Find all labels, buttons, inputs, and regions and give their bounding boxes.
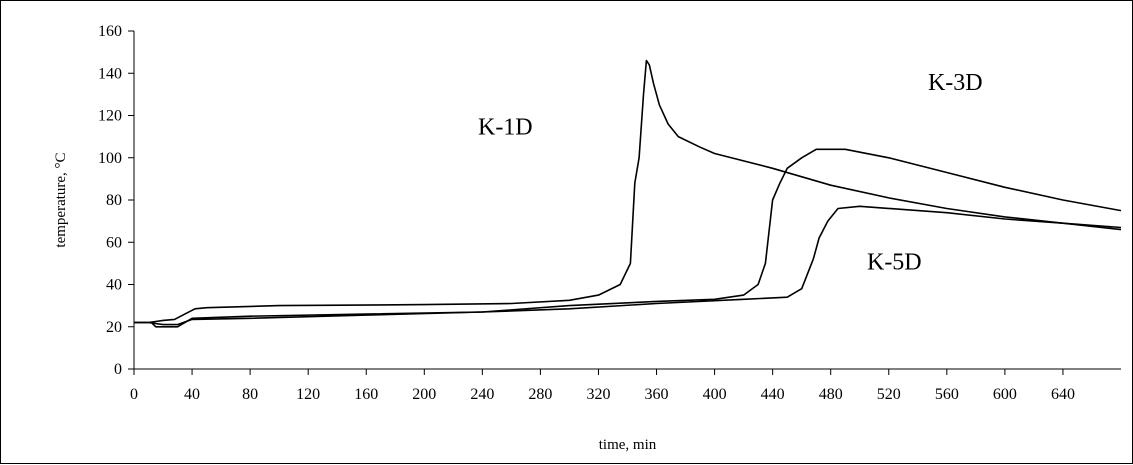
x-tick-label: 480	[819, 386, 843, 403]
series-line-k-1d	[134, 59, 1122, 324]
x-tick-label: 400	[703, 386, 727, 403]
y-axis-title: temperature, °C	[53, 152, 69, 247]
y-tick-label: 60	[106, 234, 122, 251]
x-tick-label: 600	[993, 386, 1017, 403]
x-tick-label: 80	[242, 386, 258, 403]
x-tick-label: 520	[877, 386, 901, 403]
series-lines	[134, 59, 1122, 328]
y-tick-label: 20	[106, 319, 122, 336]
series-line-k-3d	[134, 148, 1122, 326]
x-axis-title: time, min	[599, 437, 657, 453]
x-tick-label: 120	[296, 386, 320, 403]
series-label-k-1d: K-1D	[478, 115, 533, 141]
y-tick-label: 40	[106, 277, 122, 294]
axes	[128, 30, 1121, 375]
x-tick-label: 0	[130, 386, 138, 403]
series-label-k-5d: K-5D	[867, 250, 922, 276]
x-tick-label: 160	[354, 386, 378, 403]
y-tick-label: 100	[98, 150, 122, 167]
x-tick-label: 40	[184, 386, 200, 403]
annotations: K-1D K-3D K-5D	[478, 70, 983, 276]
x-tick-label: 240	[470, 386, 494, 403]
x-tick-label: 640	[1051, 386, 1075, 403]
x-tick-label: 560	[935, 386, 959, 403]
x-tick-label: 320	[586, 386, 610, 403]
y-tick-label: 140	[98, 65, 122, 82]
y-tick-label: 120	[98, 108, 122, 125]
x-tick-label: 200	[412, 386, 436, 403]
y-tick-label: 160	[98, 23, 122, 40]
x-tick-label: 440	[761, 386, 785, 403]
y-tick-label: 0	[114, 361, 122, 378]
x-tick-label: 280	[528, 386, 552, 403]
tick-labels: 0 20 40 60 80 100 120 140 160 0 40 80 120 160 200 240 28…	[98, 23, 1075, 403]
x-tick-label: 360	[645, 386, 669, 403]
series-label-k-3d: K-3D	[928, 70, 983, 96]
series-line-k-5d	[134, 205, 1122, 328]
y-tick-label: 80	[106, 192, 122, 209]
